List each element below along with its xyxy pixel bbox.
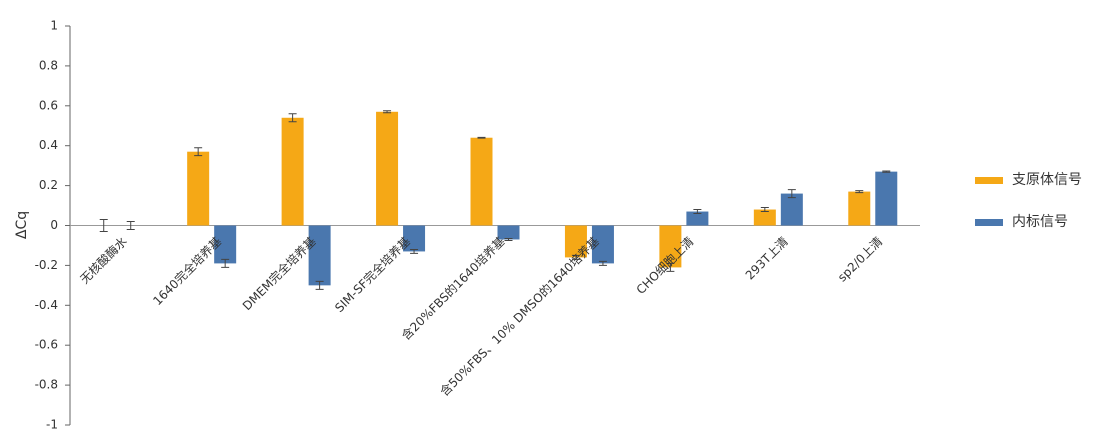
bar (659, 225, 682, 268)
error-bar (787, 189, 796, 199)
error-bar (194, 147, 203, 157)
bar (497, 225, 520, 240)
bar (780, 193, 803, 226)
bar (686, 211, 709, 226)
error-bar (882, 170, 891, 173)
legend-swatch (975, 219, 1003, 226)
error-bar (666, 262, 675, 272)
bar (753, 209, 776, 226)
legend-label: 内标信号 (1012, 214, 1068, 230)
y-tick-label: -0.8 (35, 378, 58, 392)
error-bar (126, 221, 135, 230)
y-tick-label: 0.6 (39, 98, 58, 112)
error-bar (504, 237, 513, 241)
bar (875, 171, 898, 226)
y-tick-label: 0.8 (39, 58, 58, 72)
error-bar (855, 190, 864, 194)
error-bar (99, 219, 108, 232)
y-tick-label: -1 (46, 418, 58, 432)
x-tick-label: sp2/0上清 (835, 234, 885, 284)
x-tick-label: 无核酸酶水 (77, 233, 130, 286)
x-tick-label: SIM-SF完全培养基 (332, 233, 414, 315)
error-bar (477, 136, 486, 139)
bar (308, 225, 331, 286)
error-bar (598, 260, 607, 266)
bar (848, 191, 871, 226)
error-bar (383, 110, 392, 114)
bar (187, 151, 210, 226)
error-bar (410, 248, 419, 254)
y-tick-label: -0.4 (35, 298, 58, 312)
error-bar (315, 280, 324, 290)
legend-label: 支原体信号 (1012, 172, 1082, 188)
bar (376, 111, 399, 226)
y-tick-label: 0 (50, 218, 58, 232)
x-tick-label: 1640完全培养基 (150, 233, 225, 308)
bar (403, 225, 426, 252)
y-tick-label: 1 (50, 19, 58, 33)
error-bar (571, 254, 580, 260)
legend-swatch (975, 177, 1003, 184)
y-tick-label: 0.2 (39, 178, 58, 192)
y-tick-label: -0.6 (35, 338, 58, 352)
x-tick-label: 含50%FBS、10% DMSO的1640培养基 (437, 233, 602, 398)
y-tick-label: 0.4 (39, 138, 58, 152)
bar (281, 117, 304, 226)
y-axis-label: ΔCq (14, 211, 30, 239)
y-tick-label: -0.2 (35, 258, 58, 272)
bar (470, 137, 493, 226)
error-bar (760, 207, 769, 213)
x-tick-label: DMEM完全培养基 (239, 233, 319, 313)
x-tick-label: 293T上清 (743, 234, 791, 282)
error-bar (221, 258, 230, 268)
bar (591, 225, 614, 264)
error-bar (288, 113, 297, 123)
error-bar (693, 209, 702, 215)
bar (214, 225, 237, 264)
bar (564, 225, 587, 258)
